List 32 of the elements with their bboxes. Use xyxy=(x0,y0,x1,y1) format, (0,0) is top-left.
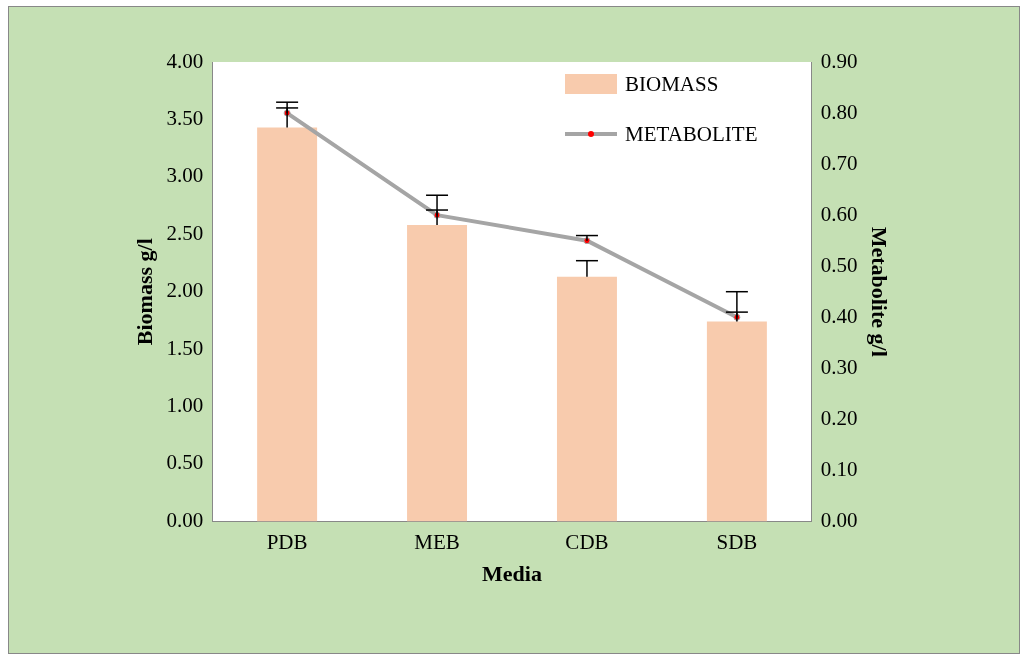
y-tick-label: 3.50 xyxy=(166,105,204,130)
y2-tick-label: 0.80 xyxy=(820,99,858,124)
y-axis-title: Biomass g/l xyxy=(131,238,157,346)
y2-tick-label: 0.00 xyxy=(820,507,858,532)
legend-label: METABOLITE xyxy=(625,121,758,147)
y2-tick-label: 0.10 xyxy=(820,456,858,481)
x-tick-label: MEB xyxy=(414,529,460,554)
x-axis-title: Media xyxy=(482,561,542,587)
bar xyxy=(706,321,767,522)
x-tick-label: CDB xyxy=(565,529,609,554)
x-tick-label: PDB xyxy=(266,529,308,554)
bar xyxy=(257,127,318,522)
y2-tick-label: 0.40 xyxy=(820,303,858,328)
x-tick-label: SDB xyxy=(716,529,758,554)
legend-label: BIOMASS xyxy=(625,71,719,97)
y2-tick-label: 0.30 xyxy=(820,354,858,379)
y-tick-label: 2.50 xyxy=(166,220,204,245)
y-tick-label: 0.50 xyxy=(166,450,204,475)
y-tick-label: 0.00 xyxy=(166,507,204,532)
y2-tick-label: 0.20 xyxy=(820,405,858,430)
bar xyxy=(407,225,468,522)
y-tick-label: 4.00 xyxy=(166,48,204,73)
y-tick-label: 2.00 xyxy=(166,278,204,303)
y-tick-label: 1.00 xyxy=(166,393,204,418)
bar xyxy=(556,276,617,522)
y-tick-label: 1.50 xyxy=(166,335,204,360)
y-tick-label: 3.00 xyxy=(166,163,204,188)
y2-tick-label: 0.50 xyxy=(820,252,858,277)
y2-axis-title: Metabolite g/l xyxy=(867,226,893,357)
y2-tick-label: 0.90 xyxy=(820,48,858,73)
y2-tick-label: 0.70 xyxy=(820,150,858,175)
y2-tick-label: 0.60 xyxy=(820,201,858,226)
